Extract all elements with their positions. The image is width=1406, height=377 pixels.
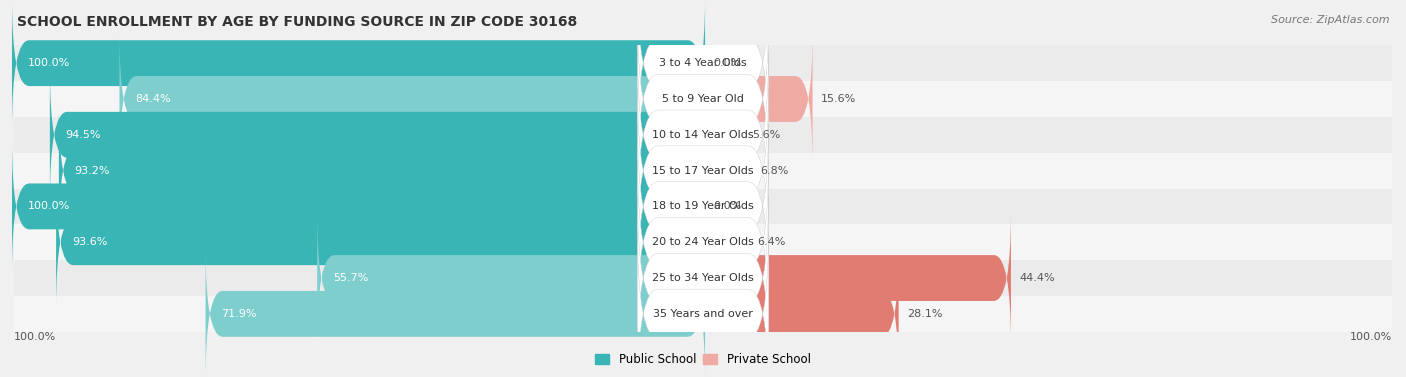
Text: 6.4%: 6.4% xyxy=(758,237,786,247)
Text: 25 to 34 Year Olds: 25 to 34 Year Olds xyxy=(652,273,754,283)
FancyBboxPatch shape xyxy=(13,140,704,273)
FancyBboxPatch shape xyxy=(637,124,769,289)
FancyBboxPatch shape xyxy=(637,195,769,361)
FancyBboxPatch shape xyxy=(637,16,769,182)
FancyBboxPatch shape xyxy=(49,68,704,201)
Text: SCHOOL ENROLLMENT BY AGE BY FUNDING SOURCE IN ZIP CODE 30168: SCHOOL ENROLLMENT BY AGE BY FUNDING SOUR… xyxy=(17,15,576,29)
FancyBboxPatch shape xyxy=(14,224,1392,260)
Text: 20 to 24 Year Olds: 20 to 24 Year Olds xyxy=(652,237,754,247)
Text: 94.5%: 94.5% xyxy=(66,130,101,140)
FancyBboxPatch shape xyxy=(702,104,752,237)
Text: 6.8%: 6.8% xyxy=(761,166,789,176)
FancyBboxPatch shape xyxy=(13,0,704,130)
Text: 3 to 4 Year Olds: 3 to 4 Year Olds xyxy=(659,58,747,68)
Text: 100.0%: 100.0% xyxy=(28,58,70,68)
FancyBboxPatch shape xyxy=(14,81,1392,117)
FancyBboxPatch shape xyxy=(637,231,769,377)
FancyBboxPatch shape xyxy=(56,176,704,309)
Text: 0.0%: 0.0% xyxy=(713,58,741,68)
FancyBboxPatch shape xyxy=(702,176,749,309)
Text: 71.9%: 71.9% xyxy=(221,309,257,319)
FancyBboxPatch shape xyxy=(14,45,1392,81)
Text: 28.1%: 28.1% xyxy=(907,309,942,319)
Text: Source: ZipAtlas.com: Source: ZipAtlas.com xyxy=(1271,15,1389,25)
Text: 0.0%: 0.0% xyxy=(713,201,741,211)
Text: 84.4%: 84.4% xyxy=(135,94,172,104)
FancyBboxPatch shape xyxy=(120,32,704,166)
FancyBboxPatch shape xyxy=(637,88,769,253)
FancyBboxPatch shape xyxy=(702,211,1011,345)
FancyBboxPatch shape xyxy=(14,188,1392,224)
Text: 100.0%: 100.0% xyxy=(28,201,70,211)
Text: 93.6%: 93.6% xyxy=(72,237,107,247)
FancyBboxPatch shape xyxy=(14,260,1392,296)
Text: 15 to 17 Year Olds: 15 to 17 Year Olds xyxy=(652,166,754,176)
FancyBboxPatch shape xyxy=(637,52,769,218)
Text: 100.0%: 100.0% xyxy=(14,333,56,342)
FancyBboxPatch shape xyxy=(702,247,898,377)
Text: 100.0%: 100.0% xyxy=(1350,333,1392,342)
FancyBboxPatch shape xyxy=(637,0,769,146)
FancyBboxPatch shape xyxy=(14,117,1392,153)
Text: 35 Years and over: 35 Years and over xyxy=(652,309,754,319)
Text: 44.4%: 44.4% xyxy=(1019,273,1054,283)
Text: 5.6%: 5.6% xyxy=(752,130,780,140)
FancyBboxPatch shape xyxy=(14,153,1392,188)
FancyBboxPatch shape xyxy=(318,211,704,345)
FancyBboxPatch shape xyxy=(205,247,704,377)
FancyBboxPatch shape xyxy=(702,32,813,166)
Text: 10 to 14 Year Olds: 10 to 14 Year Olds xyxy=(652,130,754,140)
Text: 15.6%: 15.6% xyxy=(821,94,856,104)
FancyBboxPatch shape xyxy=(637,159,769,325)
Legend: Public School, Private School: Public School, Private School xyxy=(595,353,811,366)
Text: 55.7%: 55.7% xyxy=(333,273,368,283)
FancyBboxPatch shape xyxy=(14,296,1392,332)
FancyBboxPatch shape xyxy=(702,68,744,201)
Text: 93.2%: 93.2% xyxy=(75,166,110,176)
FancyBboxPatch shape xyxy=(59,104,704,237)
Text: 5 to 9 Year Old: 5 to 9 Year Old xyxy=(662,94,744,104)
Text: 18 to 19 Year Olds: 18 to 19 Year Olds xyxy=(652,201,754,211)
